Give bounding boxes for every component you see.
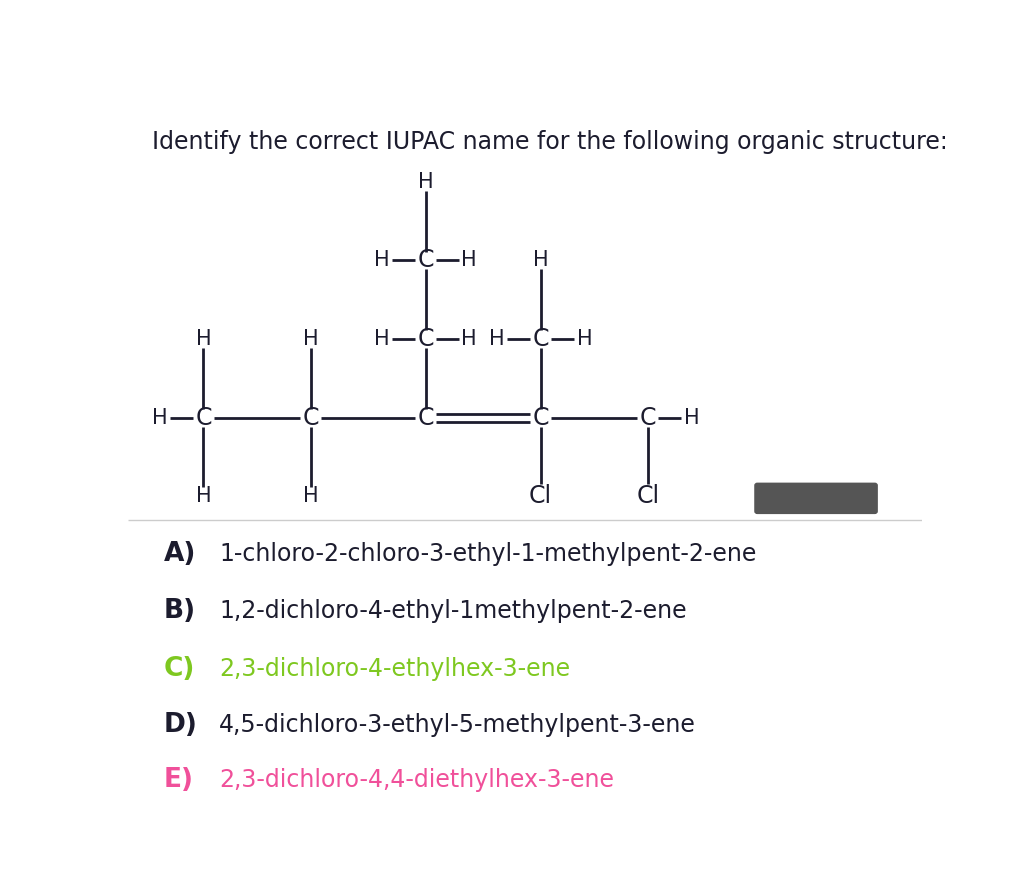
Text: Identify the correct IUPAC name for the following organic structure:: Identify the correct IUPAC name for the … (152, 130, 947, 154)
Text: Cl: Cl (529, 484, 552, 508)
Text: H: H (418, 171, 433, 192)
Text: Page 30: Page 30 (785, 491, 847, 506)
FancyBboxPatch shape (755, 483, 878, 513)
Text: H: H (374, 250, 390, 271)
Text: C: C (418, 406, 434, 430)
Text: H: H (152, 408, 168, 428)
Text: H: H (196, 487, 211, 506)
Text: C: C (532, 406, 549, 430)
Text: H: H (489, 329, 505, 349)
Text: C: C (418, 327, 434, 351)
Text: C: C (302, 406, 318, 430)
Text: H: H (303, 487, 318, 506)
Text: C: C (640, 406, 656, 430)
Text: B): B) (164, 599, 196, 624)
Text: 1-chloro-2-chloro-3-ethyl-1-methylpent-2-ene: 1-chloro-2-chloro-3-ethyl-1-methylpent-2… (219, 543, 757, 567)
Text: H: H (196, 329, 211, 349)
Text: D): D) (164, 712, 198, 738)
Text: C: C (196, 406, 212, 430)
Text: H: H (462, 329, 477, 349)
Text: C: C (418, 249, 434, 273)
Text: 2,3-dichloro-4-ethylhex-3-ene: 2,3-dichloro-4-ethylhex-3-ene (219, 656, 570, 680)
Text: H: H (577, 329, 592, 349)
Text: 1,2-dichloro-4-ethyl-1methylpent-2-ene: 1,2-dichloro-4-ethyl-1methylpent-2-ene (219, 599, 687, 623)
Text: H: H (374, 329, 390, 349)
Text: C): C) (164, 655, 196, 682)
Text: H: H (462, 250, 477, 271)
Text: 4,5-dichloro-3-ethyl-5-methylpent-3-ene: 4,5-dichloro-3-ethyl-5-methylpent-3-ene (219, 713, 696, 737)
Text: E): E) (164, 767, 194, 793)
Text: C: C (532, 327, 549, 351)
Text: H: H (303, 329, 318, 349)
Text: H: H (532, 250, 549, 271)
Text: 2,3-dichloro-4,4-diethylhex-3-ene: 2,3-dichloro-4,4-diethylhex-3-ene (219, 768, 614, 792)
Text: A): A) (164, 542, 196, 567)
Text: H: H (684, 408, 699, 428)
Text: Cl: Cl (636, 484, 659, 508)
